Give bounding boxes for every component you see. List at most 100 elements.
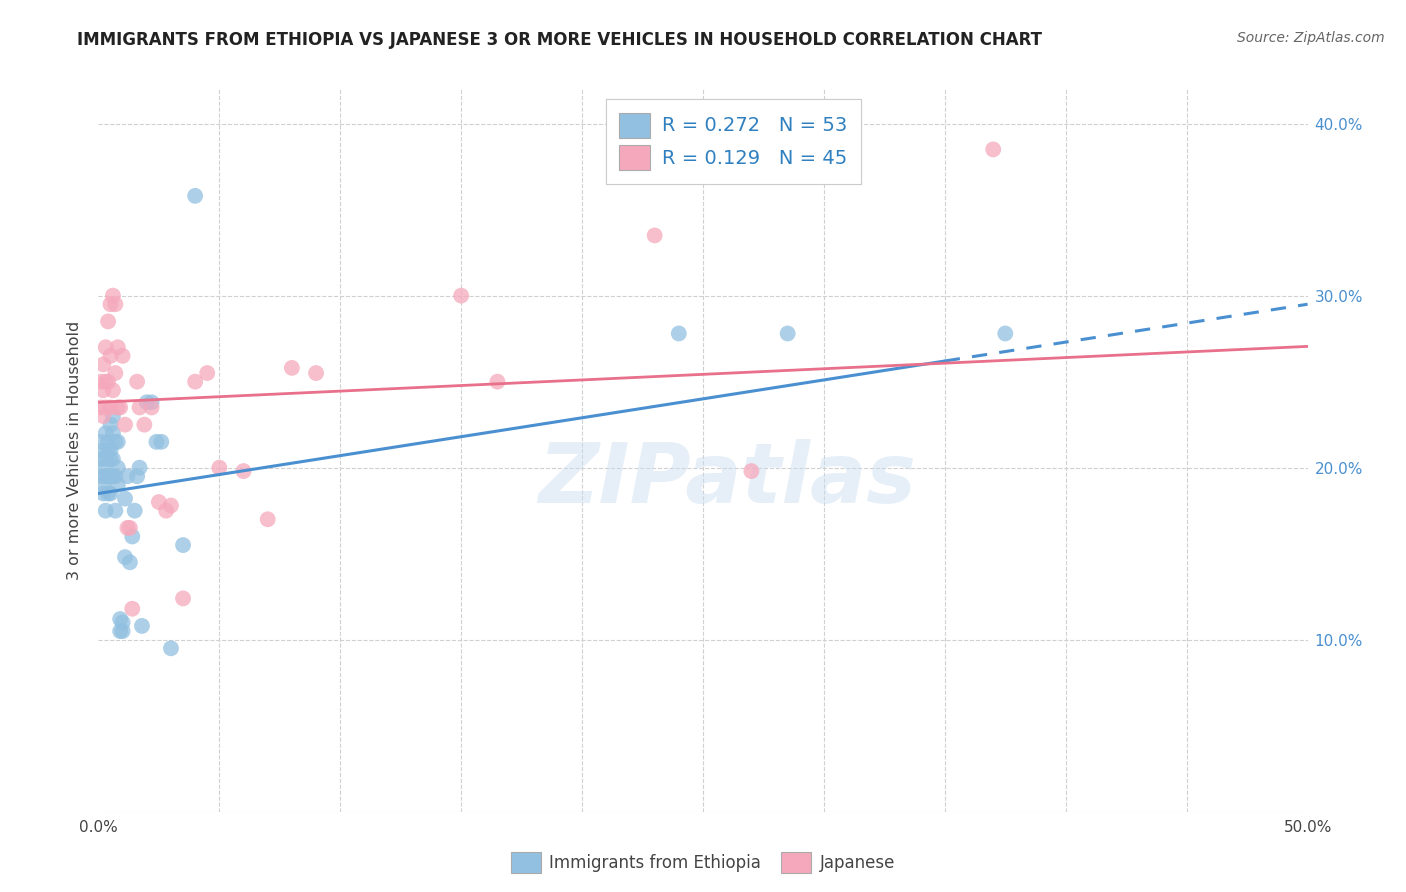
Point [97, 486, 120, 500]
Point [141, 395, 163, 409]
Point [101, 469, 124, 483]
Point [114, 417, 136, 432]
Point [108, 401, 131, 415]
Point [256, 512, 278, 526]
Point [94, 375, 117, 389]
Point [195, 366, 218, 380]
Point [104, 469, 127, 483]
Point [644, 228, 666, 243]
Point [994, 326, 1017, 341]
Point [94, 340, 117, 354]
Point [100, 349, 122, 363]
Text: Source: ZipAtlas.com: Source: ZipAtlas.com [1237, 31, 1385, 45]
Point [90, 469, 112, 483]
Point [107, 478, 129, 492]
Text: IMMIGRANTS FROM ETHIOPIA VS JAPANESE 3 OR MORE VEHICLES IN HOUSEHOLD CORRELATION: IMMIGRANTS FROM ETHIOPIA VS JAPANESE 3 O… [77, 31, 1042, 49]
Point [486, 375, 509, 389]
Point [101, 452, 124, 467]
Point [101, 409, 124, 423]
Legend: R = 0.272   N = 53, R = 0.129   N = 45: R = 0.272 N = 53, R = 0.129 N = 45 [606, 99, 860, 184]
Point [91, 443, 114, 458]
Y-axis label: 3 or more Vehicles in Household: 3 or more Vehicles in Household [67, 321, 83, 580]
Point [111, 624, 134, 639]
Point [111, 349, 134, 363]
Point [127, 375, 149, 389]
Point [184, 375, 207, 389]
Point [94, 426, 117, 441]
Point [131, 619, 153, 633]
Point [104, 366, 127, 380]
Point [94, 452, 117, 467]
Point [100, 401, 122, 415]
Point [97, 469, 120, 483]
Legend: Immigrants from Ethiopia, Japanese: Immigrants from Ethiopia, Japanese [505, 846, 901, 880]
Point [450, 288, 472, 302]
Point [100, 452, 122, 467]
Point [107, 401, 129, 415]
Point [150, 434, 173, 449]
Point [740, 464, 762, 478]
Point [104, 503, 127, 517]
Point [155, 503, 177, 517]
Point [97, 434, 120, 449]
Point [118, 521, 141, 535]
Point [94, 469, 117, 483]
Point [101, 288, 124, 302]
Point [90, 434, 112, 449]
Point [108, 612, 131, 626]
Point [124, 503, 146, 517]
Point [114, 550, 136, 565]
Point [97, 375, 120, 389]
Point [90, 452, 112, 467]
Point [107, 340, 129, 354]
Point [135, 395, 157, 409]
Point [97, 443, 120, 458]
Point [101, 426, 124, 441]
Point [128, 460, 150, 475]
Text: ZIPatlas: ZIPatlas [538, 439, 917, 520]
Point [117, 521, 139, 535]
Point [134, 417, 156, 432]
Point [160, 641, 183, 656]
Point [91, 409, 114, 423]
Point [208, 460, 231, 475]
Point [148, 495, 170, 509]
Point [101, 384, 124, 398]
Point [100, 469, 122, 483]
Point [100, 297, 122, 311]
Point [91, 460, 114, 475]
Point [114, 491, 136, 506]
Point [94, 401, 117, 415]
Point [117, 469, 139, 483]
Point [121, 529, 143, 543]
Point [141, 401, 163, 415]
Point [118, 555, 141, 569]
Point [100, 443, 122, 458]
Point [108, 624, 131, 639]
Point [90, 401, 112, 415]
Point [232, 464, 254, 478]
Point [281, 360, 304, 375]
Point [94, 503, 117, 517]
Point [776, 326, 799, 341]
Point [111, 615, 134, 630]
Point [160, 499, 183, 513]
Point [668, 326, 690, 341]
Point [100, 486, 122, 500]
Point [91, 384, 114, 398]
Point [104, 297, 127, 311]
Point [128, 401, 150, 415]
Point [121, 601, 143, 615]
Point [97, 314, 120, 328]
Point [91, 358, 114, 372]
Point [981, 142, 1004, 157]
Point [172, 538, 194, 552]
Point [184, 189, 207, 203]
Point [127, 469, 149, 483]
Point [100, 417, 122, 432]
Point [91, 486, 114, 500]
Point [172, 591, 194, 606]
Point [104, 434, 127, 449]
Point [107, 434, 129, 449]
Point [91, 478, 114, 492]
